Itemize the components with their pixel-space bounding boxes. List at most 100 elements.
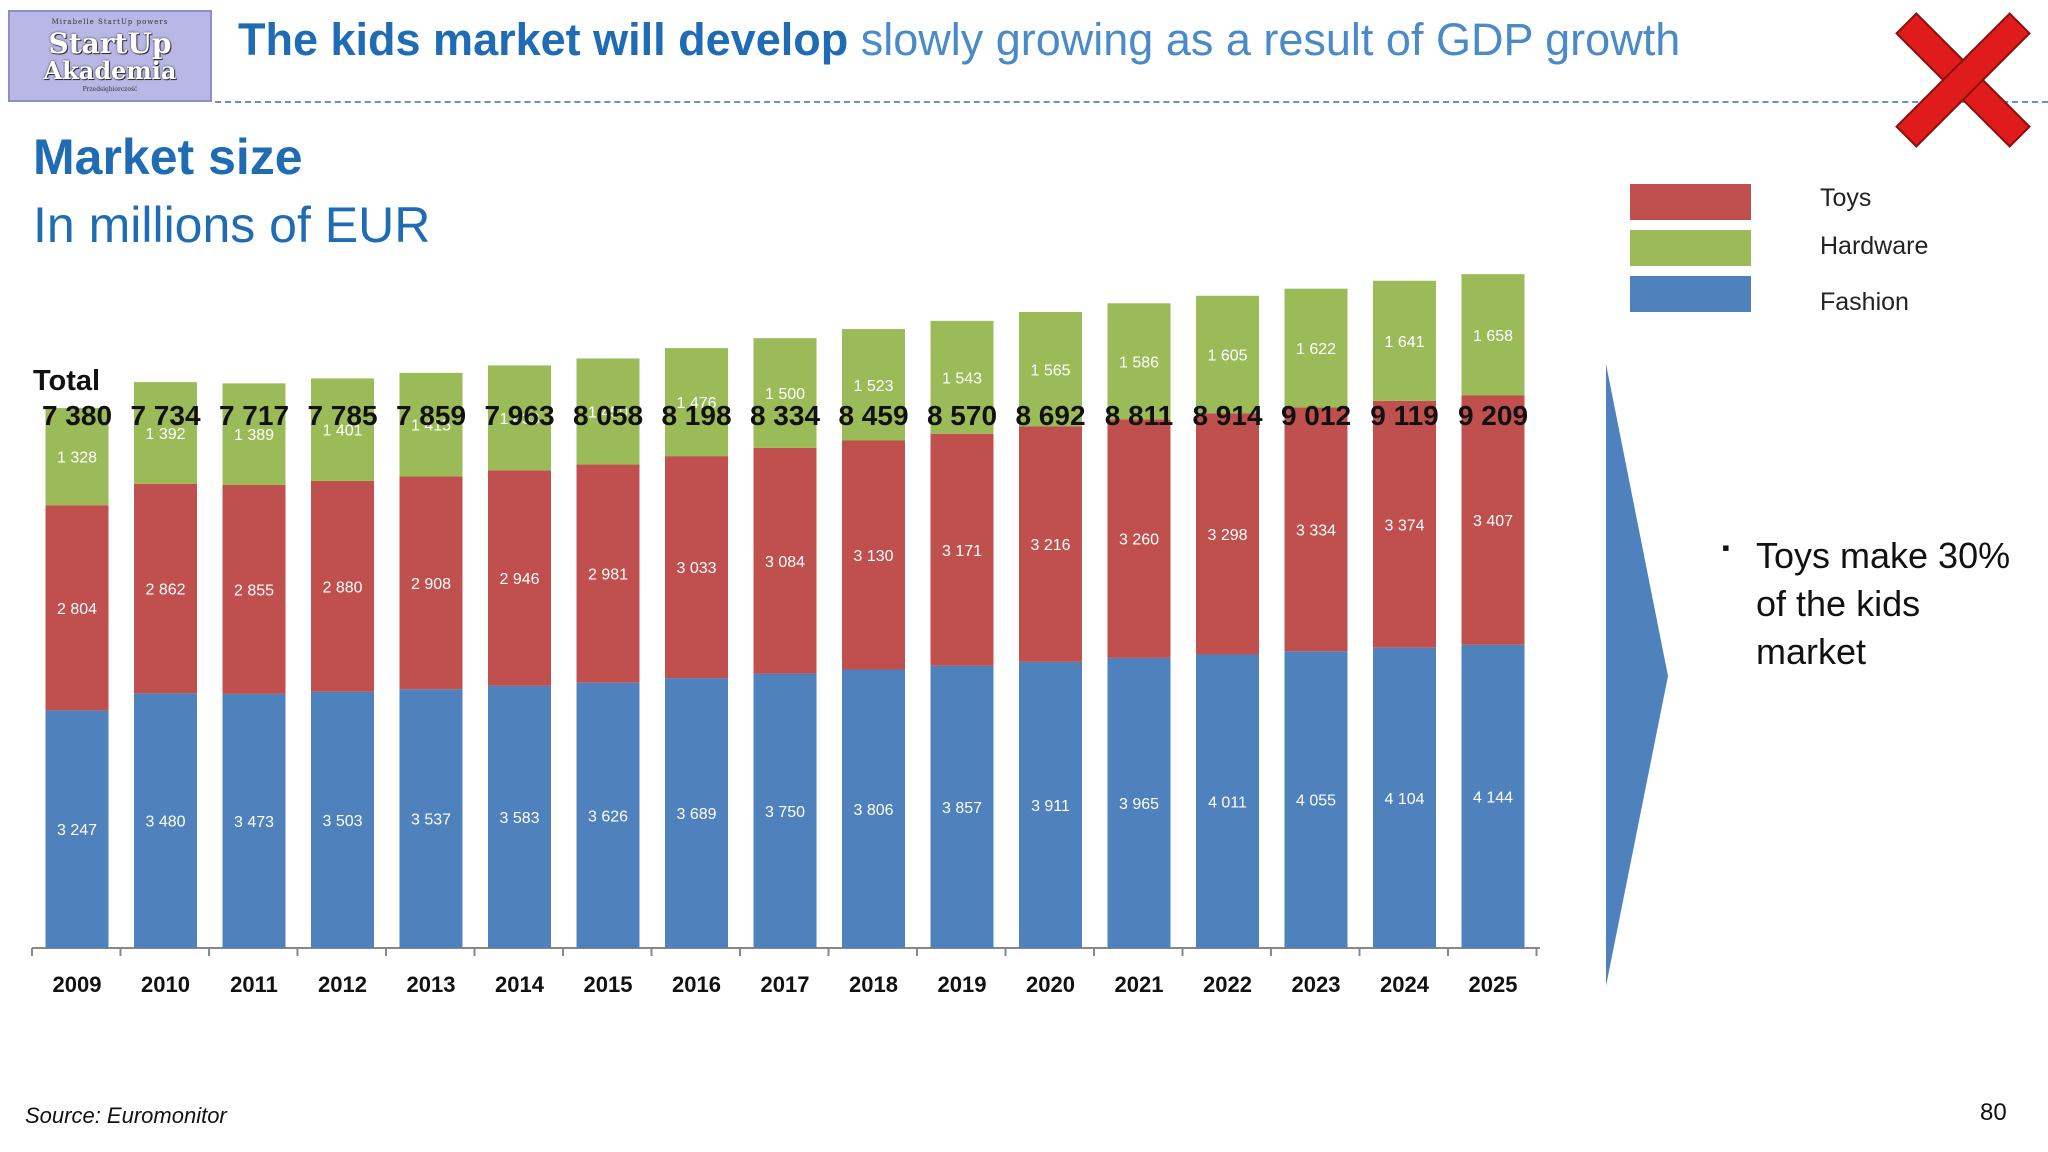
data-label-hardware-2013: 1 415 (411, 418, 451, 435)
data-label-fashion-2009: 3 247 (57, 822, 97, 839)
data-label-hardware-2024: 1 641 (1384, 334, 1424, 351)
total-label-2021: 8 811 (1105, 400, 1174, 431)
data-label-fashion-2018: 3 806 (853, 802, 893, 819)
logo-subtitle: Przedsiębiorczość (82, 86, 138, 93)
bar-hardware-2018 (842, 329, 905, 441)
bar-fashion-2012 (311, 691, 374, 948)
data-label-toys-2017: 3 084 (765, 554, 805, 571)
data-label-hardware-2017: 1 500 (765, 386, 805, 403)
source-note: Source: Euromonitor (25, 1103, 227, 1128)
legend-swatch-toys (1630, 184, 1751, 220)
bar-hardware-2025 (1461, 274, 1525, 396)
bar-toys-2015 (576, 464, 640, 683)
bar-fashion-2021 (1107, 657, 1171, 948)
x-tick-label-2015: 2015 (584, 972, 633, 997)
data-label-toys-2013: 2 908 (411, 576, 451, 593)
data-label-toys-2020: 3 216 (1030, 537, 1070, 554)
bullet-marker: ▪ (1722, 535, 1730, 560)
bar-fashion-2009 (45, 710, 109, 948)
total-label-2009: 7 380 (42, 400, 112, 431)
page-number: 80 (1980, 1099, 2007, 1126)
total-label-2012: 7 785 (307, 400, 377, 431)
chevron-arrow-icon (1606, 364, 1668, 986)
bar-hardware-2024 (1373, 280, 1436, 401)
bar-hardware-2014 (488, 365, 551, 471)
data-label-fashion-2023: 4 055 (1296, 793, 1336, 810)
data-label-hardware-2012: 1 401 (322, 423, 362, 440)
bar-fashion-2016 (665, 678, 728, 948)
bar-toys-2014 (488, 470, 551, 686)
logo-line-1: StartUp (48, 27, 172, 60)
data-label-hardware-2015: 1 450 (588, 405, 628, 422)
bar-toys-2024 (1373, 400, 1436, 648)
bar-toys-2018 (842, 440, 905, 670)
bar-hardware-2013 (399, 372, 463, 477)
data-label-toys-2015: 2 981 (588, 567, 628, 584)
data-label-toys-2010: 2 862 (145, 582, 185, 599)
bar-hardware-2022 (1196, 295, 1259, 414)
bar-hardware-2019 (930, 320, 994, 434)
x-tick-label-2019: 2019 (938, 972, 987, 997)
bar-hardware-2012 (311, 378, 374, 481)
data-label-fashion-2011: 3 473 (234, 814, 274, 831)
logo-line-2: Akademia (43, 56, 177, 85)
data-label-hardware-2023: 1 622 (1296, 341, 1336, 358)
data-label-hardware-2010: 1 392 (145, 426, 185, 443)
data-label-toys-2022: 3 298 (1207, 527, 1247, 544)
total-label-2023: 9 012 (1281, 400, 1351, 431)
x-tick-label-2012: 2012 (318, 972, 367, 997)
data-label-toys-2014: 2 946 (499, 571, 539, 588)
data-label-hardware-2009: 1 328 (57, 450, 97, 467)
bar-toys-2017 (753, 447, 817, 674)
data-label-hardware-2014: 1 433 (499, 411, 539, 428)
bar-fashion-2011 (222, 693, 286, 948)
data-label-toys-2018: 3 130 (853, 548, 893, 565)
bar-fashion-2018 (842, 669, 905, 948)
headline-bold: The kids market will develop (238, 14, 849, 65)
bar-toys-2012 (311, 480, 374, 692)
total-label-2014: 7 963 (484, 400, 554, 431)
bar-toys-2021 (1107, 419, 1171, 658)
x-tick-label-2014: 2014 (495, 972, 545, 997)
bar-toys-2011 (222, 484, 286, 694)
red-x-icon (1895, 12, 2031, 148)
legend-swatch-hardware (1630, 230, 1751, 266)
x-tick-label-2010: 2010 (141, 972, 190, 997)
total-label: Total (33, 365, 101, 397)
bar-fashion-2023 (1284, 651, 1348, 948)
logo-tagline: Mirabelle StartUp powers (51, 18, 169, 26)
data-label-hardware-2020: 1 565 (1030, 362, 1070, 379)
data-label-fashion-2024: 4 104 (1384, 791, 1424, 808)
x-tick-label-2018: 2018 (849, 972, 898, 997)
data-label-hardware-2011: 1 389 (234, 427, 274, 444)
x-tick-label-2017: 2017 (761, 972, 810, 997)
x-tick-label-2020: 2020 (1026, 972, 1075, 997)
bar-fashion-2019 (930, 665, 994, 948)
data-label-fashion-2012: 3 503 (322, 813, 362, 830)
bar-hardware-2020 (1019, 312, 1082, 427)
data-label-hardware-2018: 1 523 (853, 378, 893, 395)
data-label-hardware-2016: 1 476 (676, 395, 716, 412)
bar-toys-2023 (1284, 407, 1348, 652)
bar-toys-2020 (1019, 426, 1082, 662)
bar-fashion-2025 (1461, 644, 1525, 948)
bar-hardware-2016 (665, 348, 728, 457)
bar-hardware-2021 (1107, 303, 1171, 420)
data-label-toys-2021: 3 260 (1119, 532, 1159, 549)
bar-fashion-2017 (753, 673, 817, 948)
data-label-fashion-2022: 4 011 (1208, 794, 1247, 811)
total-label-2024: 9 119 (1370, 400, 1439, 431)
data-label-hardware-2022: 1 605 (1207, 347, 1247, 364)
data-label-toys-2016: 3 033 (676, 560, 716, 577)
data-label-toys-2024: 3 374 (1384, 517, 1424, 534)
data-label-toys-2009: 2 804 (57, 601, 97, 618)
chart-subtitle: In millions of EUR (33, 197, 431, 253)
bar-toys-2019 (930, 433, 994, 666)
x-tick-label-2022: 2022 (1203, 972, 1252, 997)
bar-fashion-2013 (399, 689, 463, 948)
bar-toys-2022 (1196, 413, 1259, 655)
bar-toys-2009 (45, 505, 109, 711)
startup-akademia-logo: Mirabelle StartUp powers StartUp Akademi… (8, 10, 212, 102)
bar-hardware-2010 (134, 382, 197, 484)
bar-hardware-2017 (753, 338, 817, 448)
